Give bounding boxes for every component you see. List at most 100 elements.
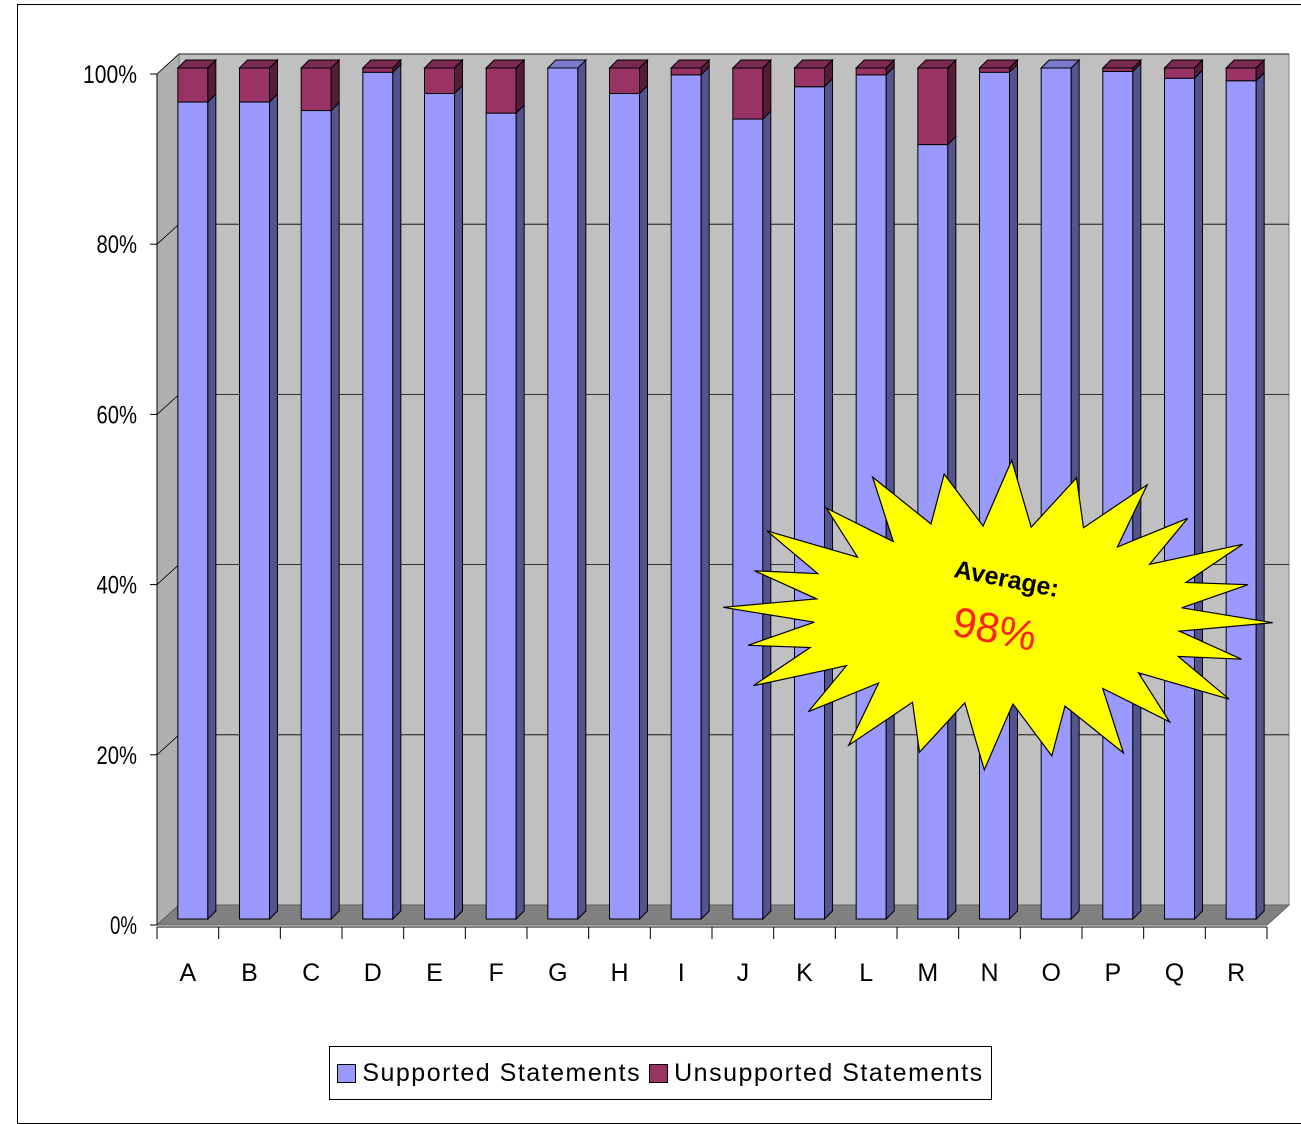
gridline-side [156,223,180,245]
x-tick-label: C [302,959,320,987]
legend-item-supported: Supported Statements [337,1059,641,1088]
bar-top-O [1039,59,1081,69]
bar-H [608,58,649,921]
bar-top-M [916,59,958,69]
bar-top-R [1224,59,1266,69]
y-tick-label: 20% [97,742,138,770]
bar-top-B [238,59,279,69]
bar-segment-unsupported-P [1102,67,1134,72]
bar-segment-supported-A [177,101,209,920]
bar-segment-supported-J [732,118,764,920]
bar-segment-supported-B [239,101,270,920]
x-tick-label: D [364,959,382,987]
x-axis: A B C D E F G H I J K L M N O P Q R [156,926,1268,987]
x-tick-label: B [241,959,258,987]
bar-side-unsupported-J [762,58,772,121]
bar-segment-supported-P [1102,70,1134,920]
bar-segment-supported-E [424,93,455,920]
bar-segment-unsupported-J [732,67,764,120]
gridline-side [156,734,180,756]
x-tick-label: A [179,959,196,987]
bar-segment-supported-D [362,71,394,920]
bar-segment-unsupported-D [362,67,394,73]
bar-segment-unsupported-M [917,67,949,146]
x-tick-label: E [426,959,443,987]
bar-top-G [546,59,588,69]
x-tick-label: H [610,959,628,987]
bar-segment-supported-Q [1164,77,1195,920]
y-tick-label: 40% [97,572,138,600]
bar-F [484,58,526,921]
bar-top-Q [1163,59,1204,69]
bar-segment-unsupported-Q [1164,67,1195,79]
legend-label-supported: Supported Statements [362,1058,642,1087]
bar-segment-unsupported-C [300,67,332,112]
legend-label-unsupported: Unsupported Statements [674,1058,984,1087]
bar-segment-supported-K [794,86,825,920]
bar-J [731,58,773,921]
y-tick-label: 0% [110,912,137,940]
legend-item-unsupported: Unsupported Statements [649,1059,984,1088]
bar-segment-supported-G [547,67,579,920]
gridline-side [156,394,180,415]
x-tick-label: I [678,959,685,987]
legend: Supported Statements Unsupported Stateme… [329,1046,992,1100]
bar-side-supported-F [515,103,525,921]
bar-side-supported-K [824,77,833,921]
bar-segment-supported-C [300,110,332,920]
y-axis: 0% 20% 40% 60% 80% 100% [83,61,158,940]
bar-side-unsupported-C [330,58,340,112]
bar-segment-unsupported-H [609,67,640,95]
x-tick-label: G [548,959,567,987]
bar-A [176,58,218,921]
bar-C [299,58,341,921]
bar-I [669,58,711,921]
side-wall [156,52,180,927]
x-tick-label: P [1104,959,1121,987]
bar-top-E [423,59,464,69]
x-tick-label: K [796,959,813,987]
bar-side-supported-J [762,109,772,921]
starburst-shape [723,458,1273,772]
bar-segment-unsupported-I [670,67,702,76]
bar-side-supported-R [1255,71,1265,921]
legend-swatch-supported [337,1063,357,1083]
bar-segment-supported-F [485,112,517,920]
bar-top-L [854,59,896,69]
bar-top-N [978,59,1019,69]
bar-segment-supported-H [609,93,640,920]
bar-top-A [176,59,218,69]
gridline-side [156,564,180,585]
x-tick-label: L [859,959,873,987]
x-tick-label: R [1227,959,1245,987]
bar-top-I [669,59,711,69]
bar-segment-unsupported-K [794,67,825,88]
bar-segment-unsupported-L [855,67,887,76]
bar-segment-unsupported-E [424,67,455,95]
bar-segment-unsupported-N [979,67,1010,73]
x-tick-label: O [1041,959,1060,987]
bar-P [1101,58,1143,921]
bar-K [793,58,834,921]
bar-side-supported-I [700,65,710,921]
bar-side-supported-Q [1194,69,1203,921]
bar-top-D [361,59,403,69]
bar-side-supported-C [330,101,340,921]
bar-side-supported-B [269,92,278,921]
x-tick-label: Q [1165,959,1184,987]
bar-segment-unsupported-F [485,67,517,114]
bar-side-unsupported-M [947,58,957,146]
bar-D [361,58,403,921]
y-tick-label: 100% [83,61,137,89]
legend-swatch-unsupported [649,1063,669,1083]
bar-top-H [608,59,649,69]
bar-side-supported-G [577,58,587,921]
bar-E [423,58,464,921]
bar-segment-unsupported-B [239,67,270,103]
bar-top-J [731,59,773,69]
bar-segment-supported-R [1225,80,1257,920]
bar-side-supported-D [392,63,402,921]
y-tick-label: 60% [97,401,138,429]
bar-segment-supported-I [670,74,702,920]
